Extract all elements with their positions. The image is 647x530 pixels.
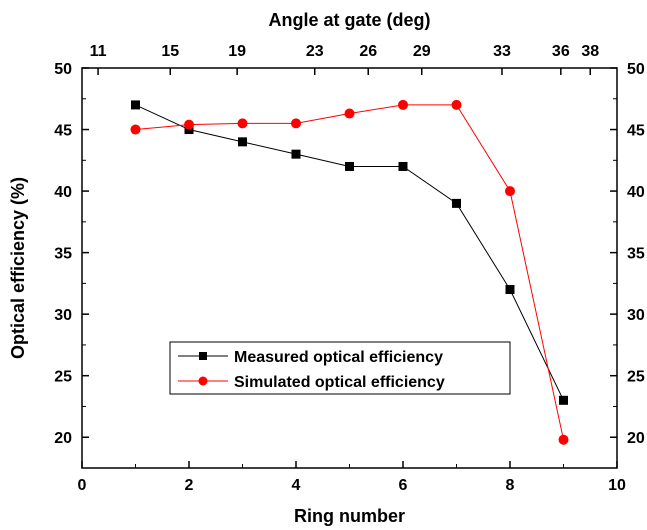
y-tick-label-left: 40: [54, 184, 72, 201]
top-tick-label: 15: [161, 43, 179, 60]
top-tick-label: 36: [552, 43, 570, 60]
y-tick-label-right: 35: [627, 246, 645, 263]
series-simulated: [130, 99, 569, 445]
y-tick-label-left: 45: [54, 123, 72, 140]
legend: Measured optical efficiency Simulated op…: [169, 341, 511, 395]
data-point-circle: [505, 186, 515, 197]
legend-marker-simulated: [198, 376, 208, 386]
data-point-circle: [344, 108, 355, 119]
legend-label-measured: Measured optical efficiency: [234, 349, 443, 366]
plot-frame: [81, 67, 618, 469]
top-tick-label: 38: [581, 43, 599, 60]
top-tick-label: 33: [493, 43, 511, 60]
legend-label-simulated: Simulated optical efficiency: [234, 374, 445, 391]
y-tick-label-left: 25: [54, 369, 72, 386]
data-point-square: [559, 395, 568, 405]
data-point-square: [238, 137, 247, 147]
series-layer: [130, 99, 569, 445]
x-tick-label: 10: [608, 477, 626, 494]
data-point-square: [505, 285, 515, 295]
data-point-circle: [184, 119, 194, 130]
data-point-circle: [130, 124, 141, 135]
y-tick-label-right: 40: [627, 184, 645, 201]
y-tick-label-right: 30: [627, 307, 645, 324]
y-tick-label-left: 50: [54, 61, 72, 78]
top-tick-label: 19: [228, 43, 246, 60]
x-tick-label: 8: [506, 477, 515, 494]
y-tick-label-left: 30: [54, 307, 72, 324]
x-tick-label: 2: [185, 477, 194, 494]
top-axis-title: Angle at gate (deg): [268, 10, 430, 30]
data-point-circle: [237, 118, 248, 129]
data-point-square: [452, 198, 461, 208]
data-point-circle: [451, 99, 462, 110]
legend-box: [169, 341, 511, 395]
top-tick-label: 23: [306, 43, 324, 60]
y-tick-label-right: 45: [627, 123, 645, 140]
data-point-square: [131, 100, 140, 110]
y-tick-label-right: 20: [627, 430, 645, 447]
x-tick-label: 4: [292, 477, 301, 494]
data-point-square: [398, 161, 408, 171]
data-point-circle: [291, 118, 301, 129]
y-tick-label-right: 25: [627, 369, 645, 386]
y-tick-label-left: 35: [54, 246, 72, 263]
x-tick-label: 6: [399, 477, 408, 494]
y-tick-label-right: 50: [627, 61, 645, 78]
data-point-circle: [558, 434, 569, 445]
data-point-circle: [398, 99, 408, 110]
y-tick-label-left: 20: [54, 430, 72, 447]
legend-marker-measured: [199, 352, 207, 360]
data-point-square: [345, 161, 354, 171]
top-tick-label: 29: [413, 43, 431, 60]
top-tick-label: 26: [359, 43, 377, 60]
data-point-square: [291, 149, 301, 159]
x-axis-title: Ring number: [294, 506, 405, 526]
x-tick-label: 0: [78, 477, 87, 494]
y-axis-title: Optical efficiency (%): [8, 177, 28, 359]
top-tick-label: 11: [90, 43, 107, 60]
ticks-layer: 0 2 4 6 8 10 11 15 19 23 26 29 33 36 38 20 20 25 25 30 30 35 3…: [54, 43, 645, 494]
